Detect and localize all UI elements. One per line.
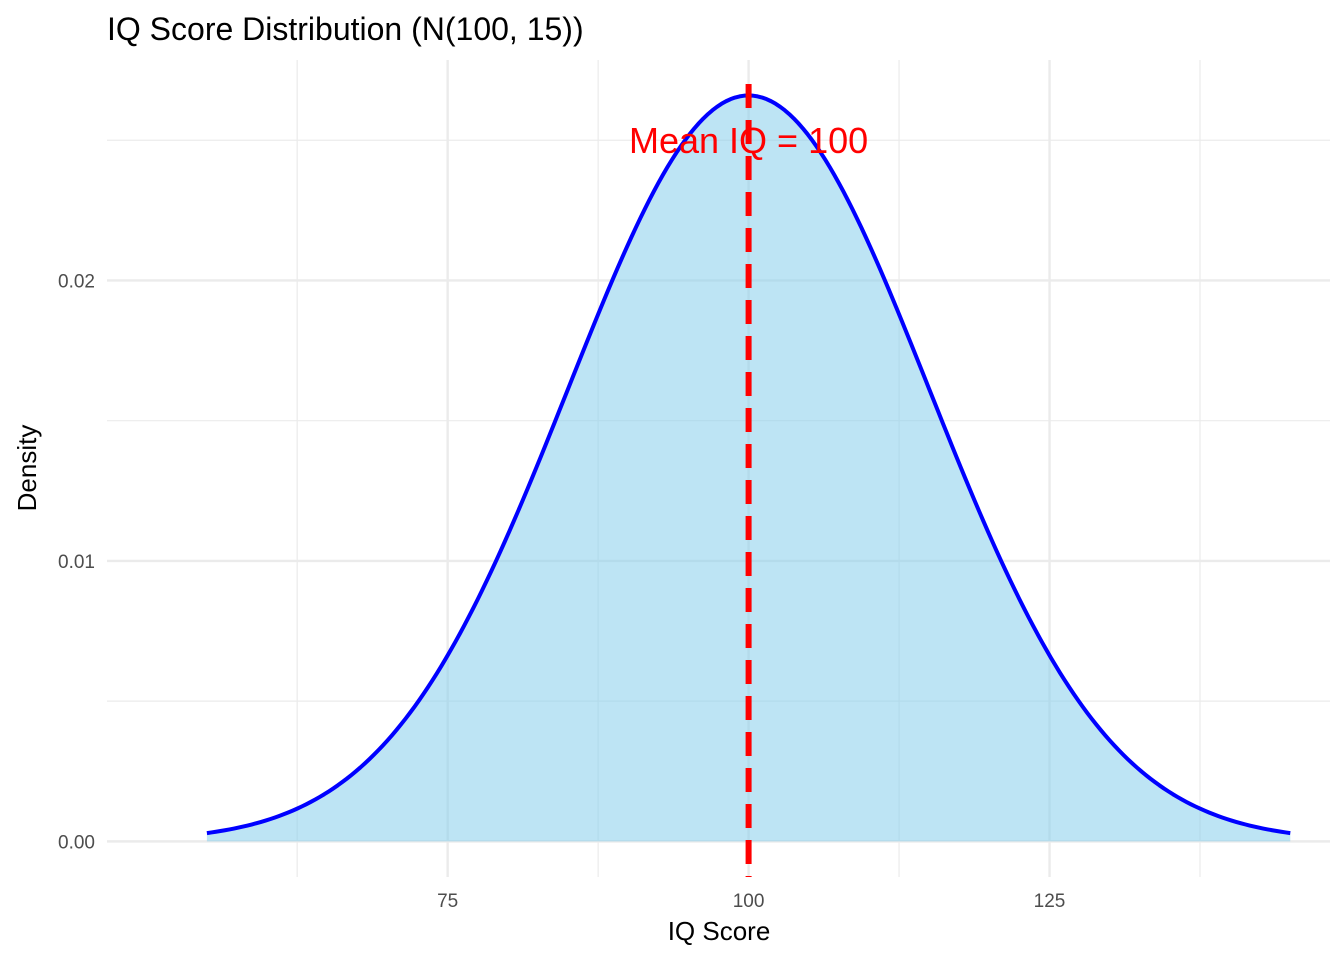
y-tick-label: 0.01 [58, 552, 95, 573]
y-tick-label: 0.02 [58, 271, 95, 292]
x-tick-label: 100 [733, 891, 765, 912]
y-axis-title: Density [12, 425, 42, 512]
x-tick-label: 75 [437, 891, 458, 912]
x-axis-ticks: 75 100 125 [437, 891, 1065, 912]
y-tick-label: 0.00 [58, 832, 95, 853]
x-axis-title: IQ Score [668, 916, 771, 946]
chart-title: IQ Score Distribution (N(100, 15)) [107, 11, 584, 47]
y-axis-ticks: 0.00 0.01 0.02 [58, 271, 95, 853]
x-tick-label: 125 [1034, 891, 1066, 912]
density-area [206, 95, 1291, 842]
mean-annotation: Mean IQ = 100 [629, 120, 868, 161]
